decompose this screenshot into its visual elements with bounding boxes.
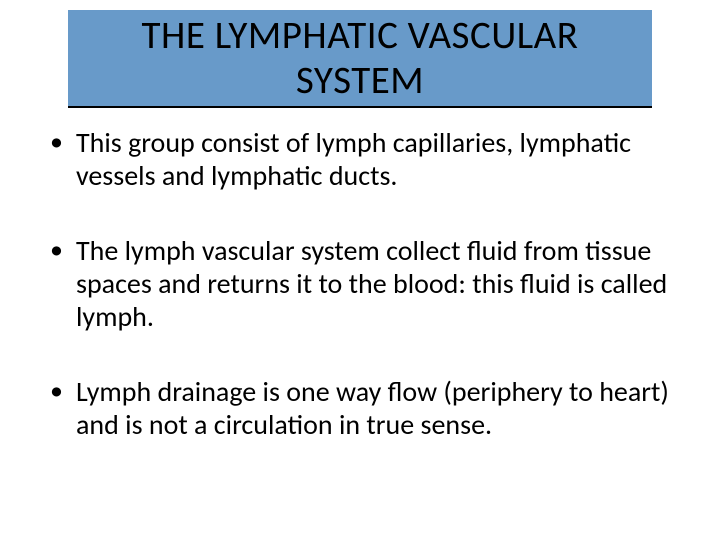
bullet-item: The lymph vascular system collect fluid … [48,234,690,333]
title-box: THE LYMPHATIC VASCULAR SYSTEM [68,10,652,108]
slide-container: THE LYMPHATIC VASCULAR SYSTEM This group… [0,0,720,540]
bullet-item: Lymph drainage is one way flow (peripher… [48,375,690,441]
bullet-item: This group consist of lymph capillaries,… [48,126,690,192]
bullet-list: This group consist of lymph capillaries,… [30,126,690,441]
slide-title: THE LYMPHATIC VASCULAR SYSTEM [78,14,642,104]
